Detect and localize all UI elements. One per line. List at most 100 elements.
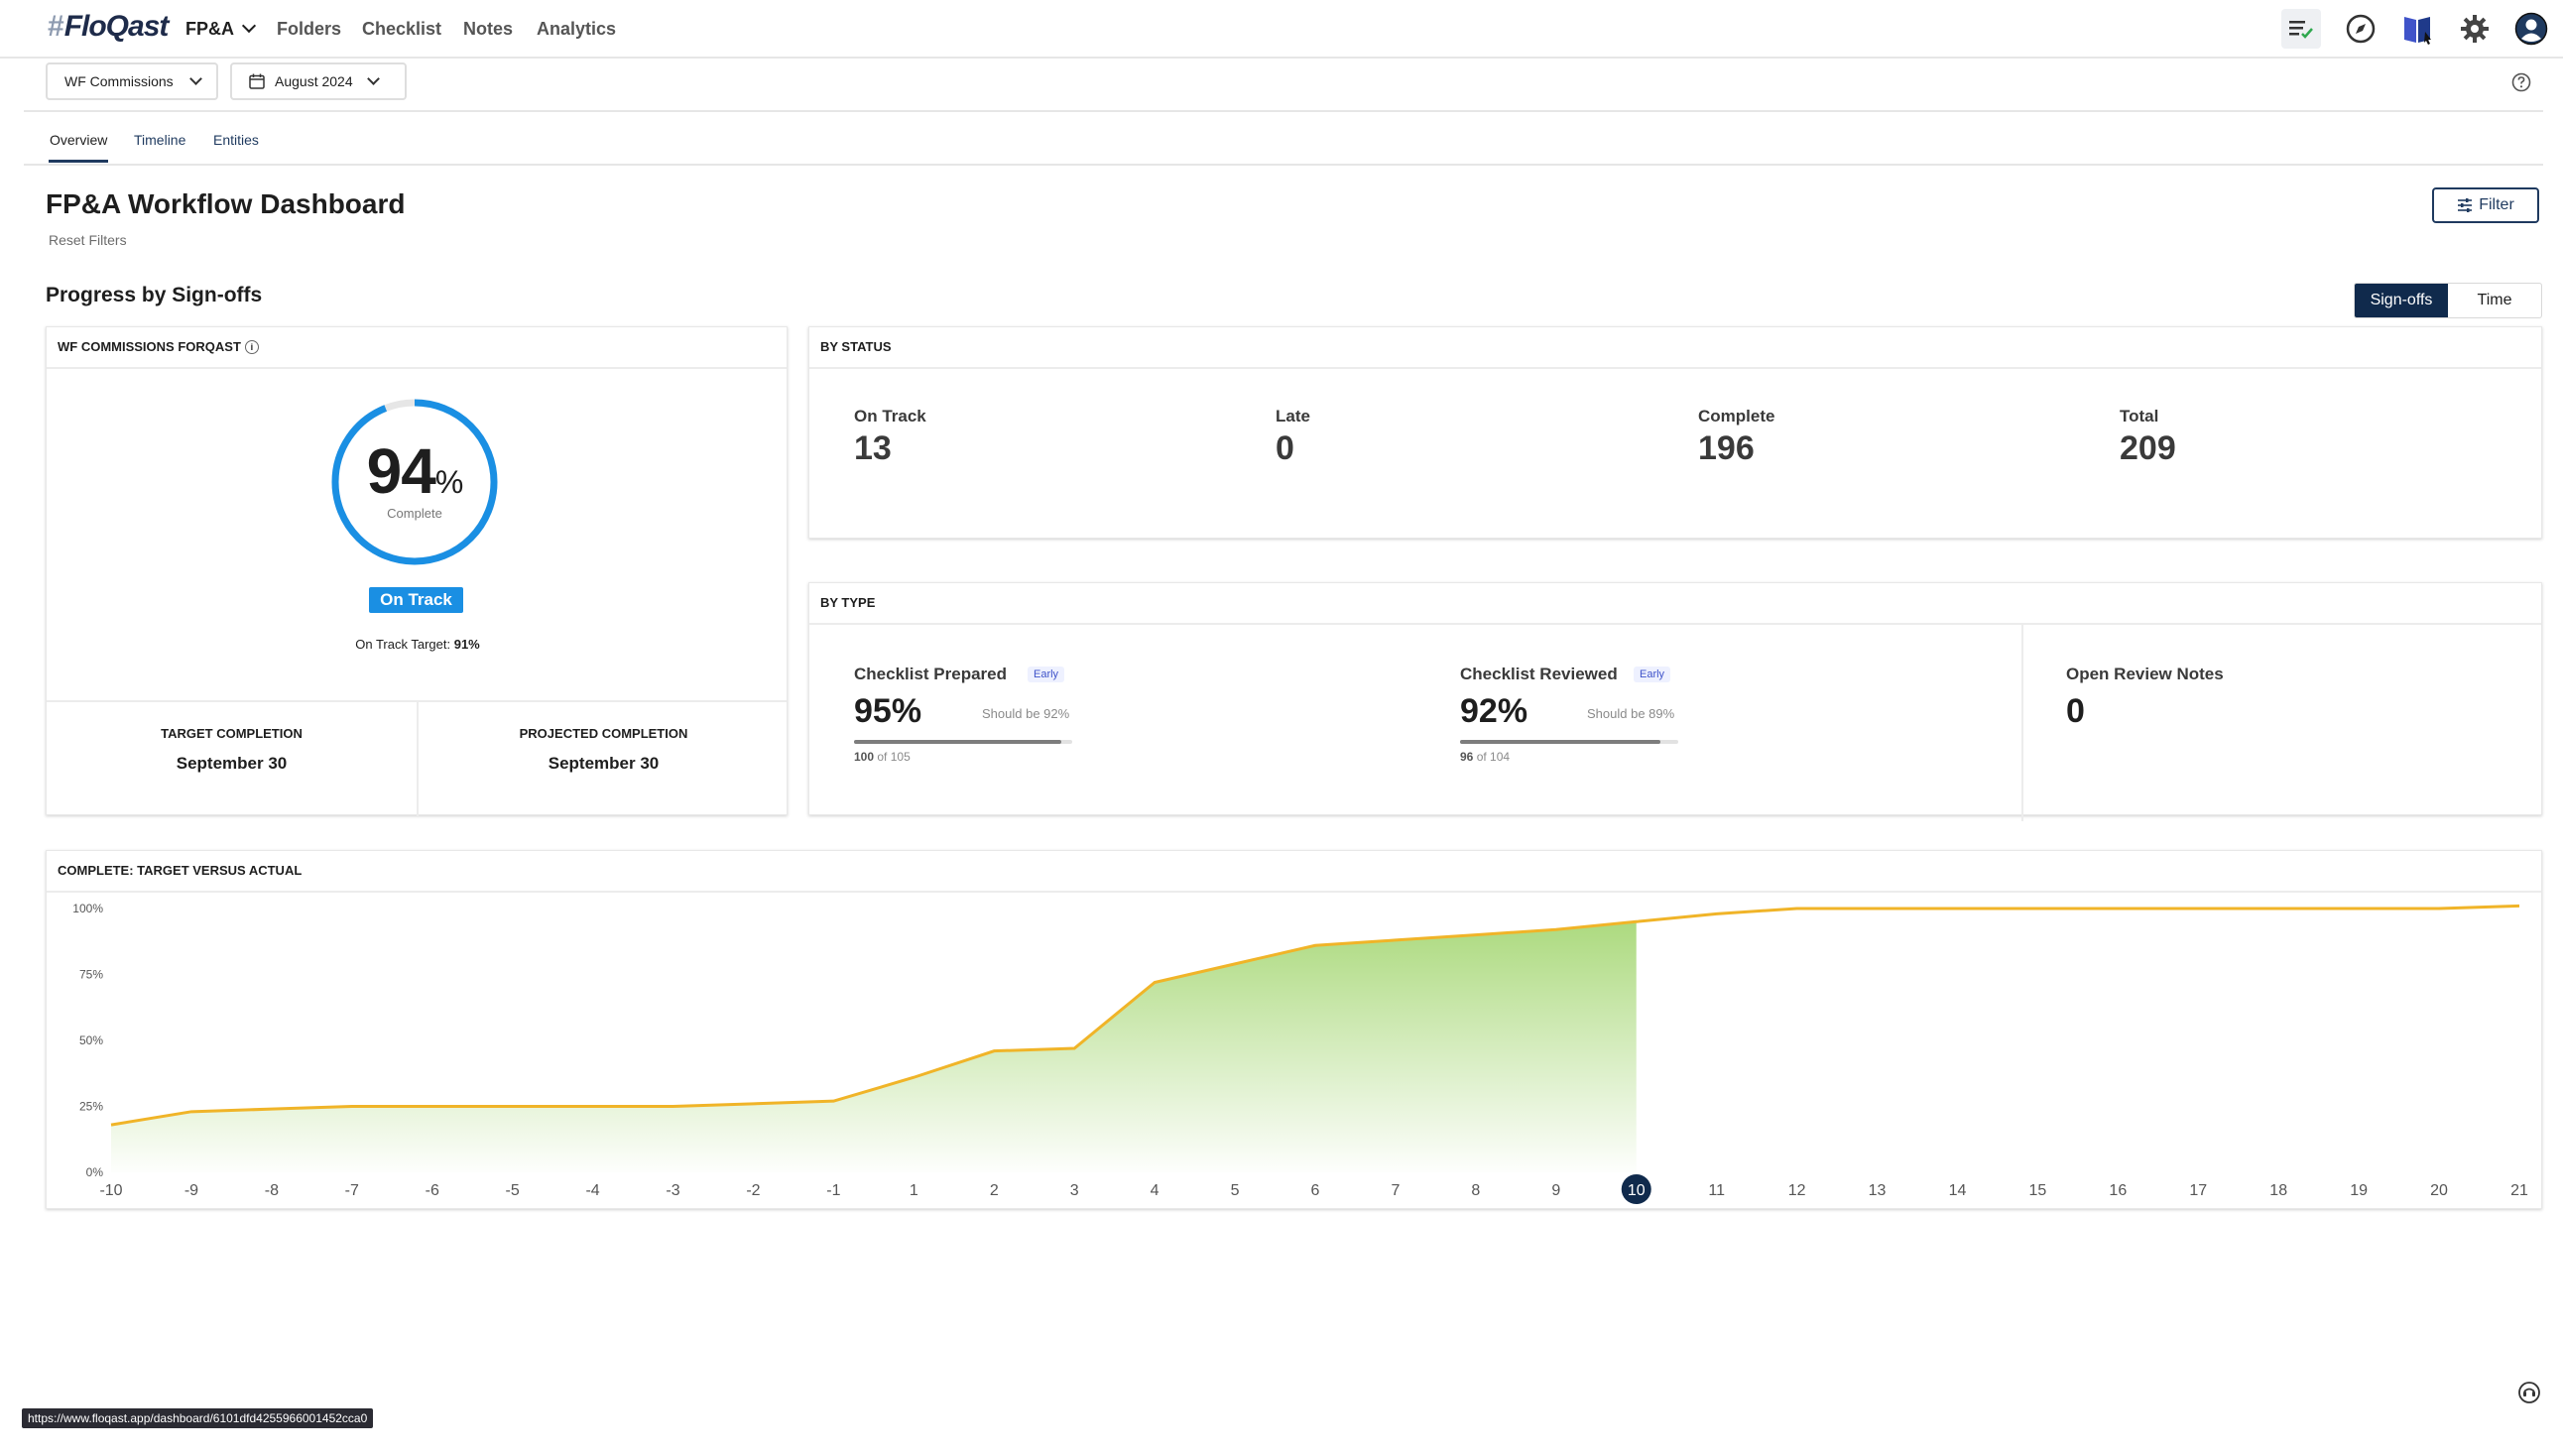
prepared-target: Should be 92% — [982, 706, 1070, 721]
reset-filters-link[interactable]: Reset Filters — [49, 232, 127, 248]
reviewed-progress-fill — [1460, 740, 1661, 744]
prepared-count: 100 of 105 — [854, 750, 911, 764]
toggle-sign-offs[interactable]: Sign-offs — [2355, 284, 2448, 317]
prepared-progress-bar — [854, 740, 1072, 744]
workflow-select[interactable]: WF Commissions — [46, 62, 218, 100]
period-select[interactable]: August 2024 — [230, 62, 407, 100]
target-completion: TARGET COMPLETION September 30 — [161, 726, 303, 773]
divider — [417, 702, 419, 817]
reviewed-early-badge: Early — [1634, 667, 1671, 682]
floqast-logo[interactable]: #FloQast — [48, 10, 169, 43]
status-complete: Complete 196 — [1698, 407, 1775, 467]
x-tick-label: 5 — [1231, 1182, 1240, 1199]
tab-timeline[interactable]: Timeline — [134, 132, 186, 148]
status-url: https://www.floqast.app/dashboard/6101df… — [22, 1408, 374, 1428]
y-tick-label: 0% — [86, 1165, 104, 1179]
actual-area — [111, 921, 1637, 1172]
open-review-notes-value: 0 — [2066, 692, 2085, 730]
prepared-early-badge: Early — [1028, 667, 1065, 682]
info-icon[interactable]: i — [244, 339, 259, 354]
workflow-select-value: WF Commissions — [64, 73, 174, 89]
target-line — [110, 904, 2520, 1127]
x-tick-label: 16 — [2109, 1182, 2127, 1199]
card-title: BY STATUS — [809, 327, 2541, 369]
page-title: FP&A Workflow Dashboard — [46, 188, 406, 219]
completion-percent: 94% — [366, 435, 464, 507]
chart-title: COMPLETE: TARGET VERSUS ACTUAL — [47, 851, 2541, 893]
completion-label: Complete — [387, 506, 442, 521]
compass-icon[interactable] — [2344, 12, 2378, 46]
calendar-icon — [249, 73, 265, 89]
x-tick-label: -1 — [826, 1182, 840, 1199]
y-tick-label: 75% — [79, 968, 103, 982]
x-tick-label: 7 — [1391, 1182, 1400, 1199]
by-type-card: BY TYPE Checklist Prepared Early 95% Sho… — [808, 582, 2542, 821]
x-tick-label: -5 — [506, 1182, 520, 1199]
workflow-progress-card: WF COMMISSIONS FORQAST i 94% Complete On … — [46, 326, 788, 817]
tab-overview[interactable]: Overview — [50, 132, 108, 148]
reviewed-count: 96 of 104 — [1460, 750, 1511, 764]
x-tick-label: 2 — [990, 1182, 999, 1199]
status-badge: On Track — [369, 587, 463, 613]
reviewed-label: Checklist Reviewed — [1460, 665, 1618, 683]
current-day-marker — [1621, 1174, 1651, 1204]
toggle-time[interactable]: Time — [2477, 292, 2512, 308]
x-tick-label: -10 — [99, 1182, 122, 1199]
x-tick-label: 12 — [1788, 1182, 1806, 1199]
y-tick-label: 25% — [79, 1100, 103, 1114]
nav-notes[interactable]: Notes — [463, 19, 514, 39]
active-tab-indicator — [49, 160, 108, 163]
user-avatar-icon[interactable] — [2514, 12, 2548, 46]
metric-toggle: Sign-offs Time — [2354, 283, 2542, 318]
period-select-value: August 2024 — [275, 73, 353, 89]
chat-support-icon[interactable] — [2517, 1381, 2541, 1404]
reviewed-target: Should be 89% — [1587, 706, 1675, 721]
x-tick-label: 17 — [2189, 1182, 2207, 1199]
chevron-down-icon — [366, 71, 380, 85]
help-icon[interactable] — [2511, 72, 2531, 97]
y-tick-label: 50% — [79, 1033, 103, 1047]
nav-checklist[interactable]: Checklist — [362, 19, 442, 39]
chevron-down-icon — [188, 71, 202, 85]
nav-fpa-dropdown[interactable]: FP&A — [185, 18, 257, 40]
section-title: Progress by Sign-offs — [46, 284, 263, 306]
x-tick-label: 8 — [1471, 1182, 1480, 1199]
x-tick-label: -9 — [184, 1182, 198, 1199]
x-tick-label: 10 — [1628, 1182, 1646, 1199]
x-tick-label: 6 — [1311, 1182, 1320, 1199]
open-review-notes-label: Open Review Notes — [2066, 665, 2224, 683]
filter-button[interactable]: Filter — [2432, 187, 2539, 223]
x-tick-label: 11 — [1708, 1182, 1725, 1199]
filter-bar: WF Commissions August 2024 — [24, 57, 2543, 112]
line-chart: 100%75%50%25%0% -10 -9 -8 -7 -6 -5 -4 -3 -2 -1 1 2 3… — [72, 902, 2528, 1204]
card-title: BY TYPE — [809, 583, 2541, 625]
x-tick-label: 19 — [2350, 1182, 2368, 1199]
view-tabs: Overview Timeline Entities — [24, 110, 2543, 166]
x-tick-label: 18 — [2269, 1182, 2287, 1199]
book-icon[interactable] — [2401, 12, 2435, 46]
gear-icon[interactable] — [2458, 12, 2492, 46]
x-tick-label: -4 — [585, 1182, 599, 1199]
reviewed-progress-bar — [1460, 740, 1678, 744]
reviewed-percent: 92% — [1460, 692, 1528, 730]
nav-analytics[interactable]: Analytics — [537, 19, 617, 39]
x-tick-label: -7 — [345, 1182, 359, 1199]
chevron-down-icon — [241, 18, 257, 34]
sliders-icon — [2458, 198, 2473, 212]
card-title: WF COMMISSIONS FORQAST i — [47, 327, 787, 369]
projected-completion: PROJECTED COMPLETION September 30 — [519, 726, 688, 773]
target-vs-actual-chart: COMPLETE: TARGET VERSUS ACTUAL 10 0% 75% 50… — [46, 850, 2542, 1209]
x-tick-label: 9 — [1551, 1182, 1560, 1199]
top-navigation: #FloQast FP&A Folders Checklist Notes An… — [0, 0, 2563, 59]
x-tick-label: -6 — [426, 1182, 439, 1199]
x-tick-label: -8 — [265, 1182, 279, 1199]
by-status-card: BY STATUS On Track 13 Late 0 Complete 196 T… — [808, 326, 2542, 539]
status-on-track: On Track 13 — [854, 407, 926, 467]
tab-entities[interactable]: Entities — [213, 132, 259, 148]
prepared-progress-fill — [854, 740, 1061, 744]
x-tick-label: 3 — [1070, 1182, 1079, 1199]
x-tick-label: 13 — [1869, 1182, 1887, 1199]
x-tick-label: -2 — [746, 1182, 760, 1199]
checklist-icon[interactable] — [2281, 9, 2321, 49]
nav-folders[interactable]: Folders — [277, 19, 342, 39]
